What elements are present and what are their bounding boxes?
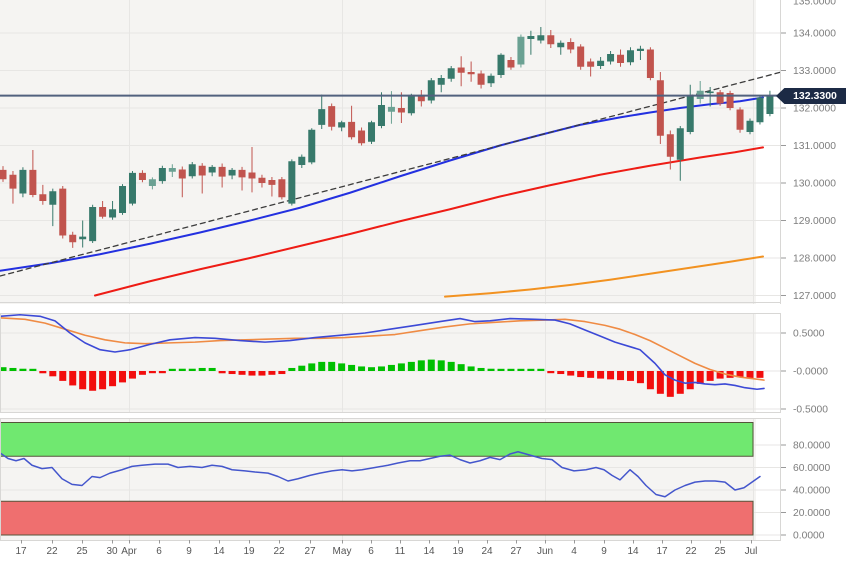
x-axis-label: 14 (213, 546, 225, 557)
y-axis-label: 128.0000 (793, 254, 836, 265)
rsi-panel[interactable] (0, 418, 781, 541)
last-price-tag: 132.3300 (776, 88, 846, 104)
x-axis-label: 11 (395, 546, 406, 557)
x-axis-label: 19 (243, 546, 255, 557)
x-axis-label: 17 (15, 546, 27, 557)
x-axis-label: 4 (571, 546, 577, 557)
y-axis-label: -0.5000 (793, 405, 828, 416)
y-axis-label: 0.0000 (793, 531, 825, 542)
x-axis-label: May (333, 546, 352, 557)
x-axis-label: 27 (510, 546, 522, 557)
x-axis-label: 22 (685, 546, 697, 557)
x-axis: 1217222530Apr6914192227May61114192427Jun… (15, 540, 758, 557)
x-axis-label: 14 (627, 546, 639, 557)
x-axis-label: Jul (745, 546, 758, 557)
y-axis-label: 127.0000 (793, 291, 836, 302)
x-axis-label: 9 (601, 546, 607, 557)
x-axis-label: Apr (121, 546, 137, 557)
x-axis-label: 17 (656, 546, 668, 557)
y-axis-label: 60.0000 (793, 463, 830, 474)
y-axis: 135.0000 134.0000 133.0000 132.0000 131.0000… (781, 0, 836, 542)
x-axis-label: 30 (106, 546, 118, 557)
y-axis-label: 133.0000 (793, 66, 836, 77)
y-axis-label: 80.0000 (793, 441, 830, 452)
y-axis-label: 129.0000 (793, 216, 836, 227)
x-axis-label: 14 (423, 546, 435, 557)
y-axis-label: 134.0000 (793, 29, 836, 40)
y-axis-label: 132.0000 (793, 104, 836, 115)
y-axis-label: 0.5000 (793, 329, 825, 340)
y-axis-label: 130.0000 (793, 179, 836, 190)
x-axis-label: 6 (368, 546, 374, 557)
x-axis-label: 6 (156, 546, 162, 557)
price-panel[interactable] (0, 0, 781, 304)
y-axis-label: -0.0000 (793, 367, 828, 378)
y-axis-label: 135.0000 (793, 0, 836, 8)
x-axis-label: 22 (46, 546, 58, 557)
x-axis-label: 27 (304, 546, 316, 557)
y-axis-label: 20.0000 (793, 508, 830, 519)
x-axis-label: 25 (714, 546, 726, 557)
x-axis-label: 9 (186, 546, 192, 557)
y-axis-label: 40.0000 (793, 486, 830, 497)
x-axis-label: 24 (481, 546, 493, 557)
x-axis-label: 25 (76, 546, 88, 557)
macd-panel[interactable] (0, 313, 781, 413)
x-axis-label: Jun (537, 546, 553, 557)
x-axis-label: 19 (452, 546, 464, 557)
y-axis-label: 131.0000 (793, 141, 836, 152)
x-axis-label: 22 (273, 546, 285, 557)
